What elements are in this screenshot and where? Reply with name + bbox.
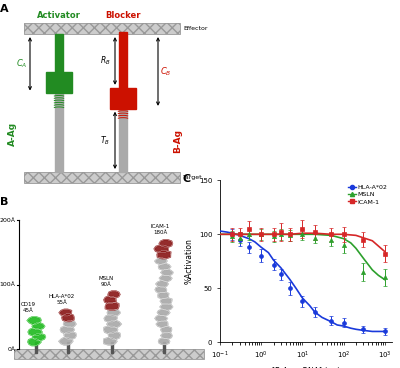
Text: A-Ag: A-Ag xyxy=(8,121,16,146)
Text: Target: Target xyxy=(183,175,203,180)
Bar xyxy=(46,72,72,93)
Polygon shape xyxy=(155,258,167,264)
Bar xyxy=(24,23,180,34)
Text: A: A xyxy=(0,4,9,14)
Polygon shape xyxy=(59,338,73,345)
Bar xyxy=(14,349,204,359)
Polygon shape xyxy=(156,281,168,287)
Bar xyxy=(24,172,180,183)
Polygon shape xyxy=(108,291,120,298)
Polygon shape xyxy=(105,302,119,310)
Polygon shape xyxy=(158,309,170,316)
Bar xyxy=(111,342,113,354)
Polygon shape xyxy=(155,287,166,293)
Bar xyxy=(110,88,136,109)
Polygon shape xyxy=(160,304,173,310)
Text: 0Å: 0Å xyxy=(8,347,16,352)
Polygon shape xyxy=(161,327,172,333)
Polygon shape xyxy=(104,315,117,322)
Bar xyxy=(119,32,127,90)
Text: $T_B$: $T_B$ xyxy=(100,134,110,146)
Bar xyxy=(163,342,165,354)
Polygon shape xyxy=(161,332,172,339)
Text: $C_B$: $C_B$ xyxy=(160,65,172,78)
Polygon shape xyxy=(64,321,76,328)
Polygon shape xyxy=(32,323,45,330)
Text: 200Å: 200Å xyxy=(0,218,16,223)
Polygon shape xyxy=(154,245,168,253)
Polygon shape xyxy=(104,296,116,303)
Polygon shape xyxy=(155,315,167,322)
Text: ICAM-1
180Å: ICAM-1 180Å xyxy=(150,224,170,235)
Polygon shape xyxy=(156,321,168,327)
Polygon shape xyxy=(158,263,171,270)
Text: $R_B$: $R_B$ xyxy=(100,55,110,67)
Text: Effector: Effector xyxy=(183,26,208,31)
Polygon shape xyxy=(104,326,118,334)
Text: HLA-A*02
55Å: HLA-A*02 55Å xyxy=(49,294,75,305)
Text: 100Å: 100Å xyxy=(0,282,16,287)
Text: $C_A$: $C_A$ xyxy=(16,57,28,70)
Polygon shape xyxy=(159,240,172,247)
Polygon shape xyxy=(104,338,117,345)
Bar xyxy=(14,349,204,359)
Polygon shape xyxy=(60,326,74,333)
Polygon shape xyxy=(158,338,170,344)
Text: B-Ag: B-Ag xyxy=(174,129,182,153)
Polygon shape xyxy=(160,298,172,304)
Text: B: B xyxy=(0,197,8,207)
Polygon shape xyxy=(33,334,46,340)
Polygon shape xyxy=(27,317,41,324)
Legend: HLA-A*02, MSLN, ICAM-1: HLA-A*02, MSLN, ICAM-1 xyxy=(347,183,389,206)
Y-axis label: %Activation: %Activation xyxy=(184,238,193,284)
Polygon shape xyxy=(158,292,169,298)
Bar xyxy=(55,34,63,74)
Bar xyxy=(35,342,37,354)
Polygon shape xyxy=(157,251,171,259)
Polygon shape xyxy=(107,321,121,328)
Polygon shape xyxy=(59,309,72,316)
Bar xyxy=(55,93,63,172)
Polygon shape xyxy=(62,314,74,322)
Text: Activator: Activator xyxy=(37,11,81,20)
Bar xyxy=(67,342,69,354)
Polygon shape xyxy=(161,269,173,276)
Polygon shape xyxy=(159,275,172,282)
Bar xyxy=(119,109,127,172)
Bar xyxy=(24,23,180,34)
Polygon shape xyxy=(107,309,120,316)
Polygon shape xyxy=(108,332,120,339)
Text: C: C xyxy=(182,174,190,184)
Polygon shape xyxy=(28,328,42,336)
Text: MSLN
90Å: MSLN 90Å xyxy=(98,276,114,287)
Polygon shape xyxy=(64,332,76,339)
Bar xyxy=(24,172,180,183)
Text: Blocker: Blocker xyxy=(105,11,141,20)
Polygon shape xyxy=(28,339,41,346)
Text: CD19
45Å: CD19 45Å xyxy=(20,302,36,313)
X-axis label: [B-Ag mRNA] (ng): [B-Ag mRNA] (ng) xyxy=(272,367,340,368)
